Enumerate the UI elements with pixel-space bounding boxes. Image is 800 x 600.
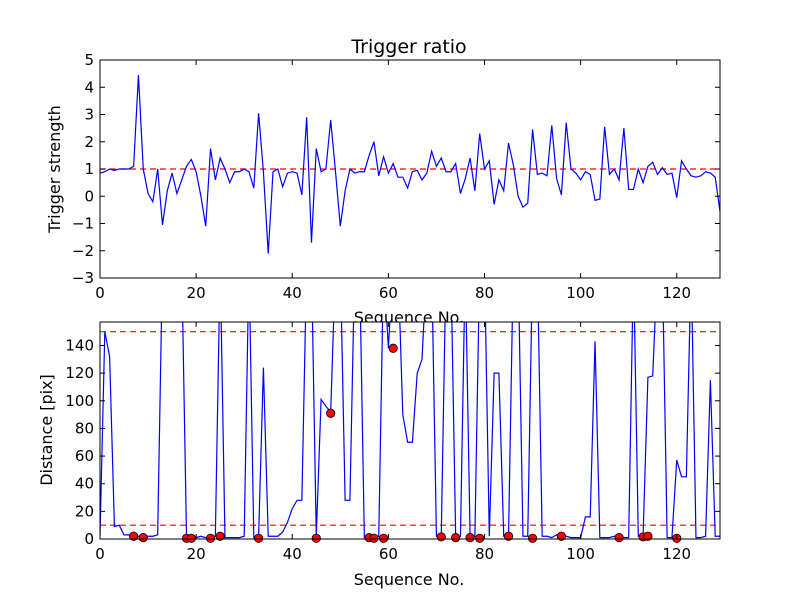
y-tick-label: 5 [84, 51, 94, 69]
plot-frame [99, 321, 721, 540]
y-tick-label: 2 [84, 133, 94, 151]
data-point [503, 531, 514, 541]
y-tick-label: 3 [84, 106, 94, 124]
series-line [100, 74, 720, 254]
y-tick-label: −1 [72, 215, 94, 233]
y-tick-label: 20 [75, 502, 94, 520]
y-axis-label: Distance [pix] [37, 374, 56, 486]
x-tick-label: 0 [95, 545, 105, 563]
y-tick-label: 60 [75, 447, 94, 465]
distance-chart: 0 20 40 60 80 100 120 0 20 40 60 80 100 120 140 Sequen… [37, 321, 721, 589]
y-tick-label: 40 [75, 475, 94, 493]
x-axis-label: Sequence No. [354, 570, 465, 589]
x-tick-label: 60 [379, 284, 398, 302]
data-point [326, 408, 336, 418]
tick-marks: 0 20 40 60 80 100 120 0 20 40 60 80 100 120 140 [65, 322, 720, 563]
chart-title: Trigger ratio [350, 36, 466, 58]
x-tick-label: 60 [379, 545, 398, 563]
x-tick-label: 20 [187, 545, 206, 563]
data-point [138, 533, 148, 543]
data-point [254, 533, 264, 543]
y-tick-label: 1 [84, 160, 94, 178]
data-point [475, 533, 485, 543]
x-tick-label: 20 [187, 284, 206, 302]
data-point [186, 533, 196, 543]
x-tick-label: 80 [475, 284, 494, 302]
y-axis-label: Trigger strength [45, 105, 64, 234]
x-tick-label: 80 [475, 545, 494, 563]
data-point [205, 533, 216, 543]
data-point [451, 533, 461, 543]
y-tick-label: 4 [84, 78, 94, 96]
data-point [388, 343, 398, 353]
data-point [436, 532, 446, 542]
x-tick-label: 100 [566, 284, 595, 302]
x-tick-label: 100 [566, 545, 595, 563]
data-point [527, 533, 538, 543]
y-tick-label: 140 [65, 336, 94, 354]
plot-frame [99, 59, 721, 279]
x-tick-label: 40 [283, 284, 302, 302]
plot-marks [100, 74, 720, 254]
trigger-ratio-chart: Trigger ratio 0 20 40 60 80 100 120 −3 −2 −1 0 1 2 3 4… [45, 36, 721, 327]
y-tick-label: 120 [65, 364, 94, 382]
data-point [311, 533, 321, 543]
y-tick-label: −2 [72, 242, 94, 260]
tick-marks: 0 20 40 60 80 100 120 −3 −2 −1 0 1 2 3 4 5 [72, 51, 720, 302]
x-tick-label: 0 [95, 284, 105, 302]
data-point [378, 533, 389, 543]
data-point [614, 533, 624, 543]
x-tick-label: 40 [283, 545, 302, 563]
data-point [465, 533, 475, 543]
x-tick-label: 120 [662, 545, 691, 563]
y-tick-label: 0 [84, 187, 94, 205]
data-point [129, 531, 139, 541]
y-tick-label: 80 [75, 419, 94, 437]
plot-area [100, 322, 720, 539]
data-point [215, 531, 225, 541]
data-point [556, 531, 566, 541]
y-tick-label: −3 [72, 269, 94, 287]
y-tick-label: 100 [65, 392, 94, 410]
y-tick-label: 0 [84, 530, 94, 548]
data-point [369, 533, 379, 543]
x-tick-label: 120 [662, 284, 691, 302]
data-point [643, 531, 653, 541]
